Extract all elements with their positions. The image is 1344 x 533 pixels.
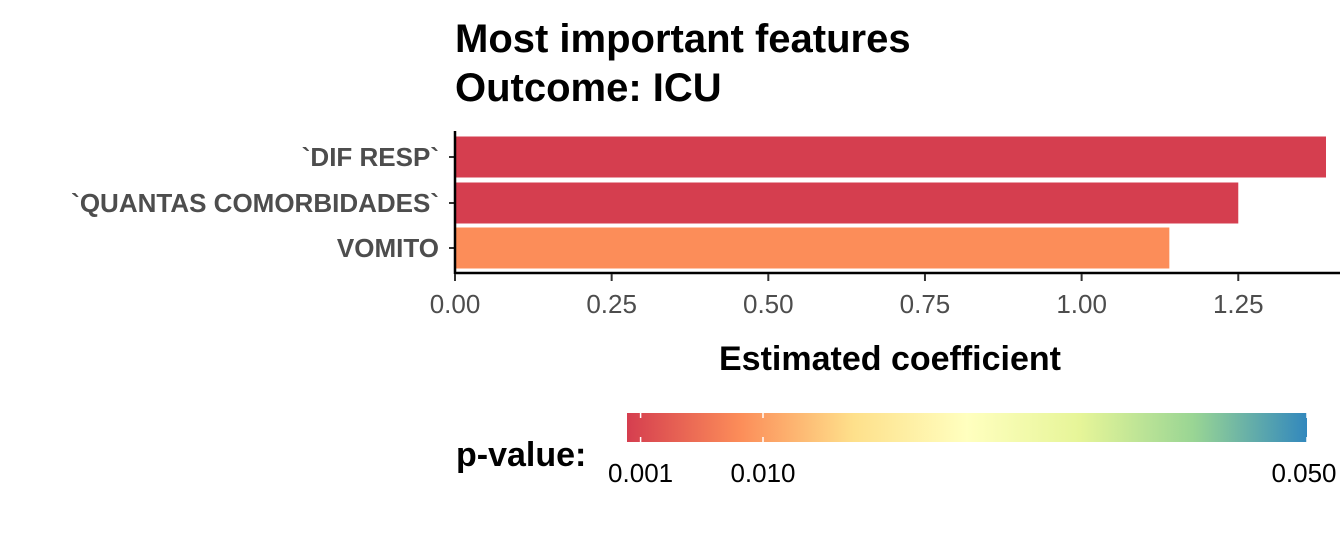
category-label: `DIF RESP`: [302, 142, 439, 172]
legend-tick-label: 0.010: [730, 458, 795, 488]
legend-tick-label: 0.001: [608, 458, 673, 488]
bar: [455, 136, 1326, 178]
legend-colorbar: [627, 413, 1307, 442]
bar: [455, 182, 1239, 224]
x-tick-label: 1.25: [1213, 289, 1264, 319]
category-labels: `DIF RESP` `QUANTAS COMORBIDADES` VOMITO: [71, 142, 455, 263]
x-tick-label: 0.50: [743, 289, 794, 319]
x-tick-label: 0.25: [586, 289, 637, 319]
chart-subtitle: Outcome: ICU: [455, 66, 722, 110]
x-tick-label: 0.75: [900, 289, 951, 319]
legend-title: p-value:: [456, 436, 586, 474]
bar: [455, 227, 1170, 269]
legend-ticks: 0.001 0.010 0.050: [608, 413, 1337, 488]
legend-tick-label: 0.050: [1271, 458, 1336, 488]
category-label: `QUANTAS COMORBIDADES`: [71, 188, 439, 218]
x-axis-ticks: 0.00 0.25 0.50 0.75 1.00 1.25: [430, 274, 1264, 319]
bars-layer: [455, 136, 1326, 269]
x-axis-label: Estimated coefficient: [719, 340, 1061, 378]
x-tick-label: 1.00: [1056, 289, 1107, 319]
x-tick-label: 0.00: [430, 289, 481, 319]
chart-title: Most important features: [455, 17, 911, 61]
category-label: VOMITO: [337, 233, 439, 263]
